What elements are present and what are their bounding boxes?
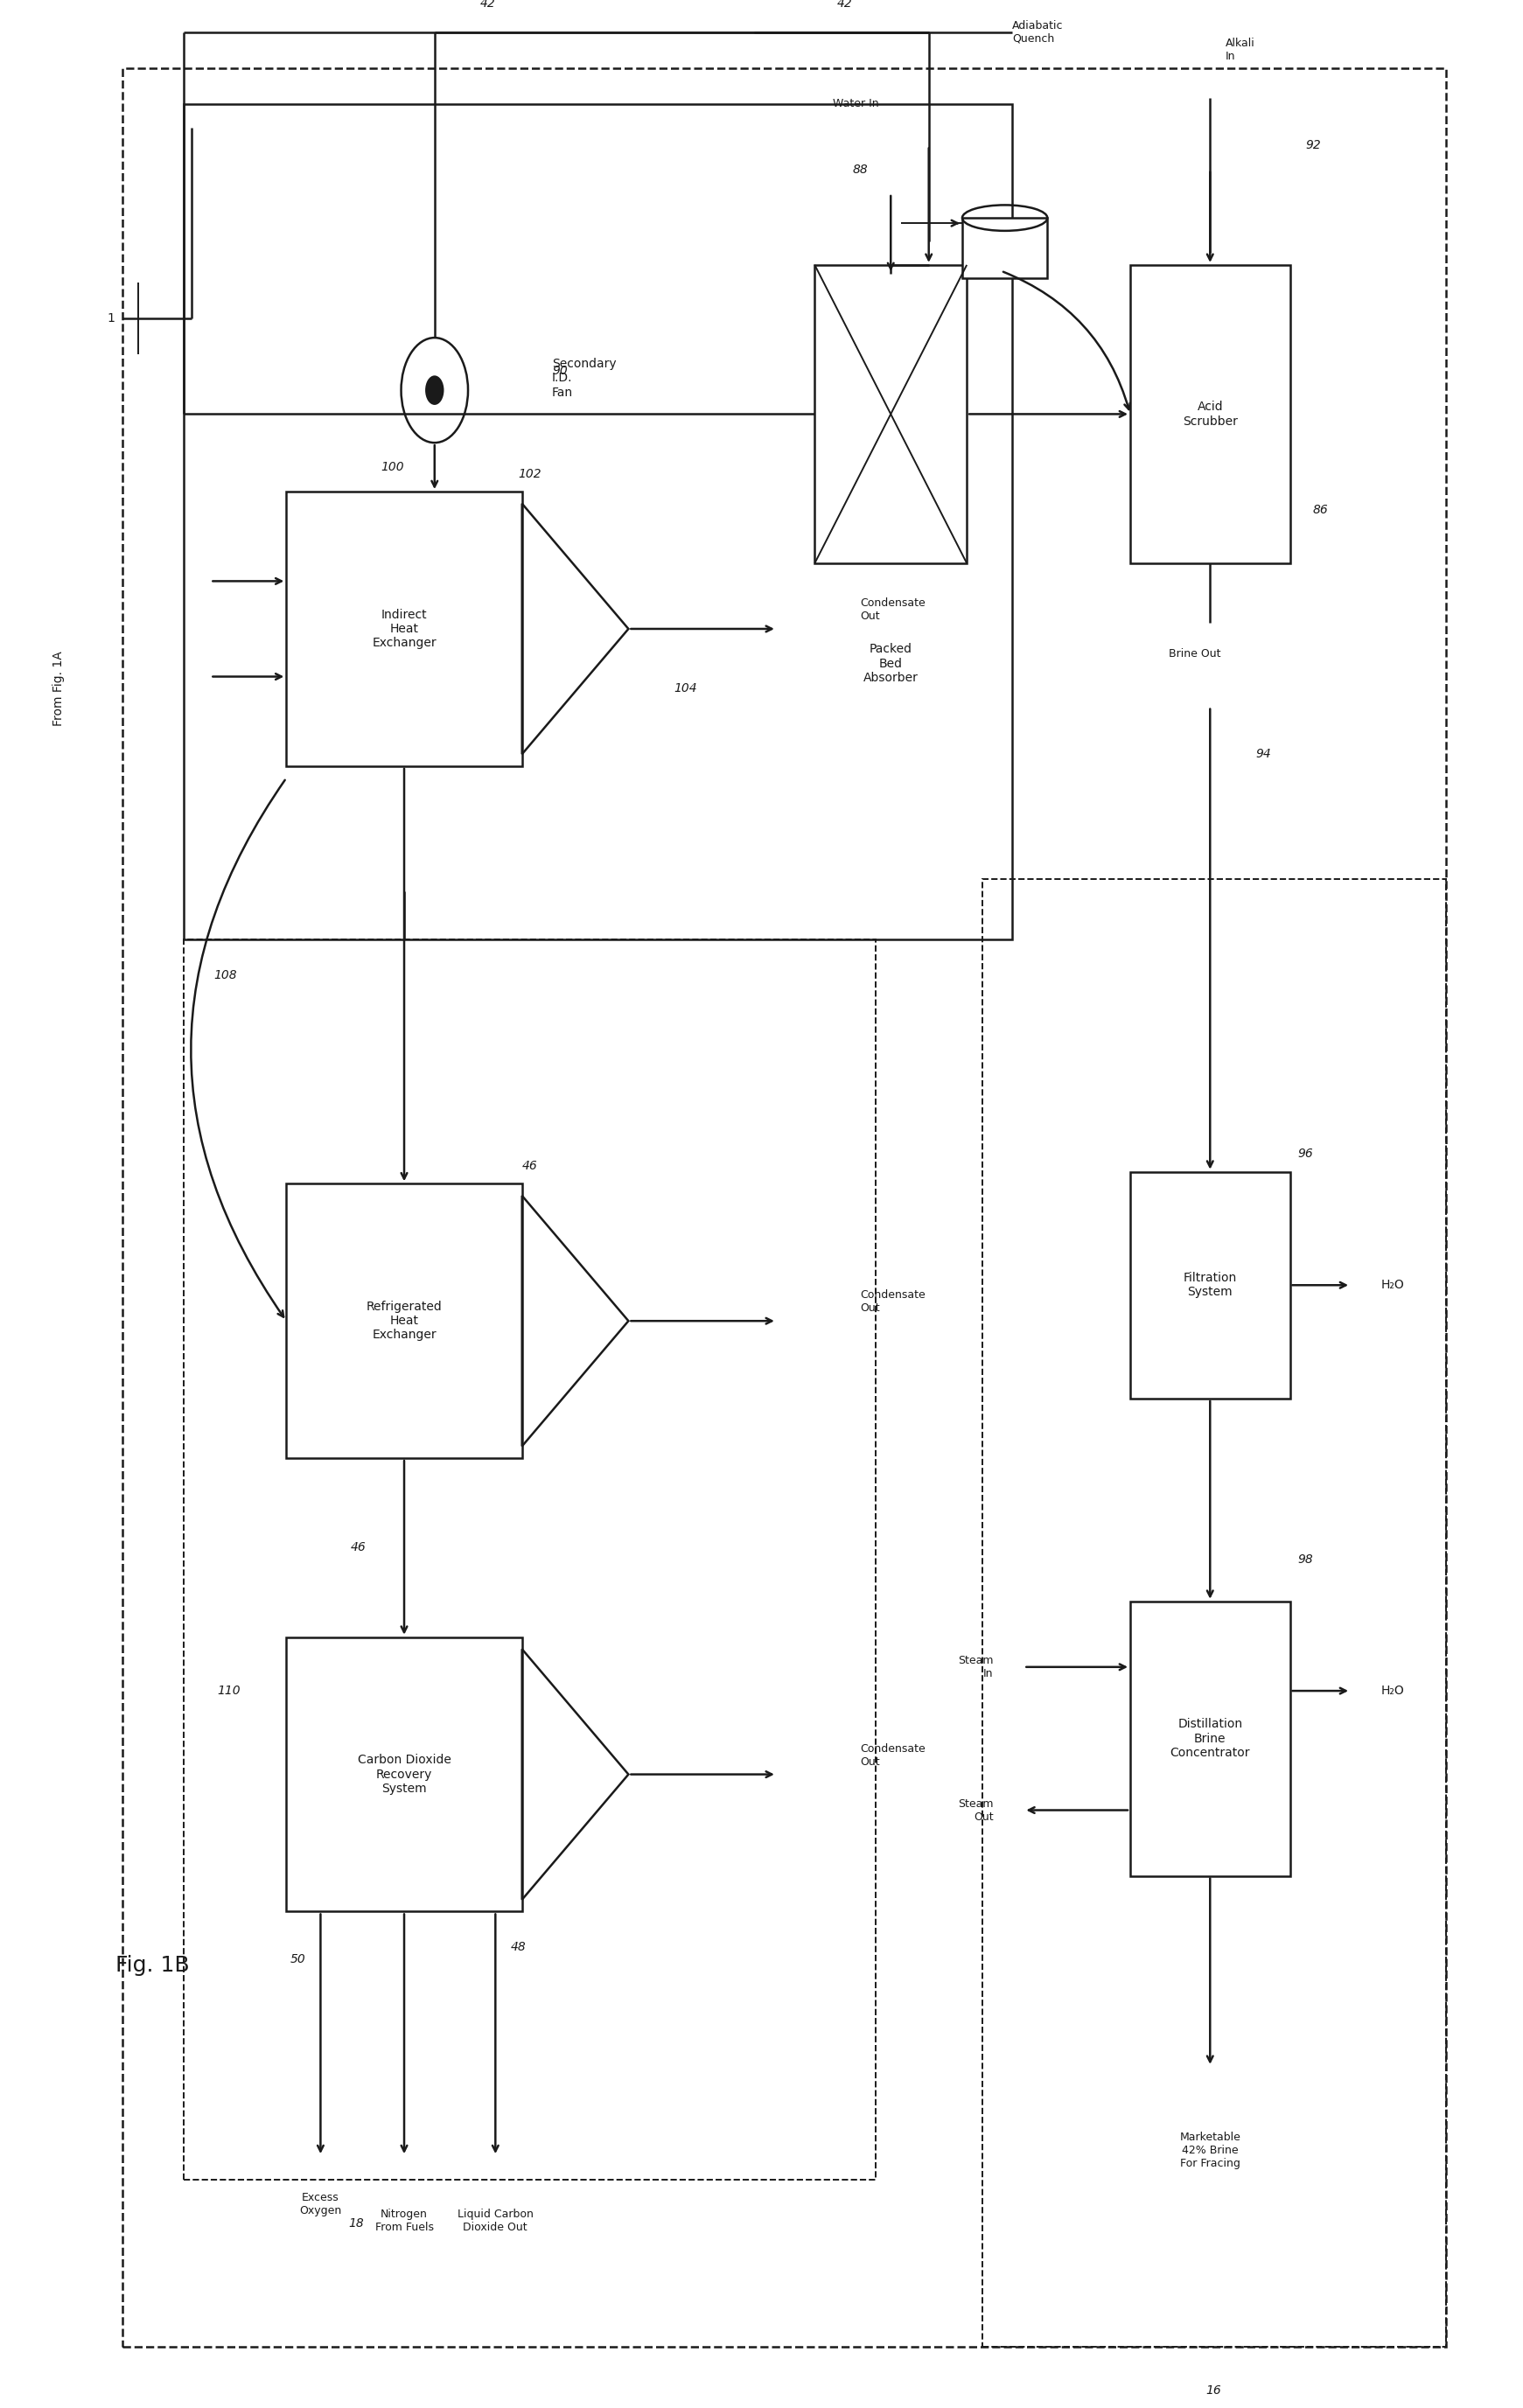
Text: Adiabatic
Quench: Adiabatic Quench (1013, 19, 1063, 43)
FancyBboxPatch shape (286, 491, 522, 766)
FancyBboxPatch shape (1130, 1601, 1290, 1876)
Text: 100: 100 (381, 460, 404, 474)
Text: Water In: Water In (833, 99, 879, 108)
Text: From Fig. 1A: From Fig. 1A (53, 650, 65, 727)
Text: 42: 42 (480, 0, 495, 10)
FancyBboxPatch shape (286, 1637, 522, 1912)
Text: Secondary
I.D.
Fan: Secondary I.D. Fan (551, 359, 617, 400)
FancyBboxPatch shape (1130, 265, 1290, 563)
Text: 104: 104 (675, 681, 698, 694)
Text: 46: 46 (522, 1161, 538, 1173)
FancyBboxPatch shape (1130, 1173, 1290, 1399)
Text: Refrigerated
Heat
Exchanger: Refrigerated Heat Exchanger (366, 1300, 442, 1341)
Text: 110: 110 (218, 1686, 241, 1698)
Text: Packed
Bed
Absorber: Packed Bed Absorber (864, 643, 918, 684)
Text: 102: 102 (518, 467, 541, 479)
Text: Condensate
Out: Condensate Out (860, 1743, 926, 1767)
Text: Alkali
In: Alkali In (1226, 39, 1255, 63)
Text: 48: 48 (510, 1941, 525, 1953)
Text: G: G (431, 385, 439, 395)
Text: Carbon Dioxide
Recovery
System: Carbon Dioxide Recovery System (358, 1753, 451, 1794)
Text: 86: 86 (1313, 503, 1328, 515)
Text: 90: 90 (553, 366, 568, 378)
Text: 96: 96 (1298, 1149, 1313, 1161)
Text: 16: 16 (1206, 2384, 1221, 2396)
Text: 46: 46 (350, 1541, 366, 1553)
Text: Condensate
Out: Condensate Out (860, 1291, 926, 1315)
Circle shape (425, 376, 443, 405)
Text: 108: 108 (215, 968, 238, 980)
Text: Steam
Out: Steam Out (958, 1799, 993, 1823)
Text: 50: 50 (289, 1953, 305, 1965)
Text: 94: 94 (1255, 749, 1272, 761)
FancyBboxPatch shape (286, 1185, 522, 1459)
Text: H₂O: H₂O (1381, 1279, 1404, 1291)
FancyBboxPatch shape (815, 265, 967, 563)
Text: Filtration
System: Filtration System (1183, 1271, 1237, 1298)
Text: H₂O: H₂O (1381, 1686, 1404, 1698)
Text: 1: 1 (108, 313, 116, 325)
Text: Distillation
Brine
Concentrator: Distillation Brine Concentrator (1170, 1719, 1250, 1758)
Text: Brine Out: Brine Out (1168, 648, 1221, 660)
Text: 42: 42 (838, 0, 853, 10)
FancyBboxPatch shape (963, 217, 1048, 277)
Text: Indirect
Heat
Exchanger: Indirect Heat Exchanger (372, 609, 437, 650)
Text: Liquid Carbon
Dioxide Out: Liquid Carbon Dioxide Out (457, 2208, 533, 2232)
Text: 88: 88 (853, 164, 868, 176)
Text: Condensate
Out: Condensate Out (860, 597, 926, 621)
Text: Excess
Oxygen: Excess Oxygen (300, 2191, 341, 2215)
Text: 92: 92 (1305, 140, 1320, 152)
Text: 18: 18 (349, 2218, 364, 2230)
Text: Acid
Scrubber: Acid Scrubber (1182, 400, 1238, 426)
Text: 98: 98 (1298, 1553, 1313, 1565)
Text: Steam
In: Steam In (958, 1654, 993, 1678)
Text: Fig. 1B: Fig. 1B (116, 1955, 189, 1977)
Text: Marketable
42% Brine
For Fracing: Marketable 42% Brine For Fracing (1179, 2131, 1241, 2170)
Text: Nitrogen
From Fuels: Nitrogen From Fuels (375, 2208, 434, 2232)
